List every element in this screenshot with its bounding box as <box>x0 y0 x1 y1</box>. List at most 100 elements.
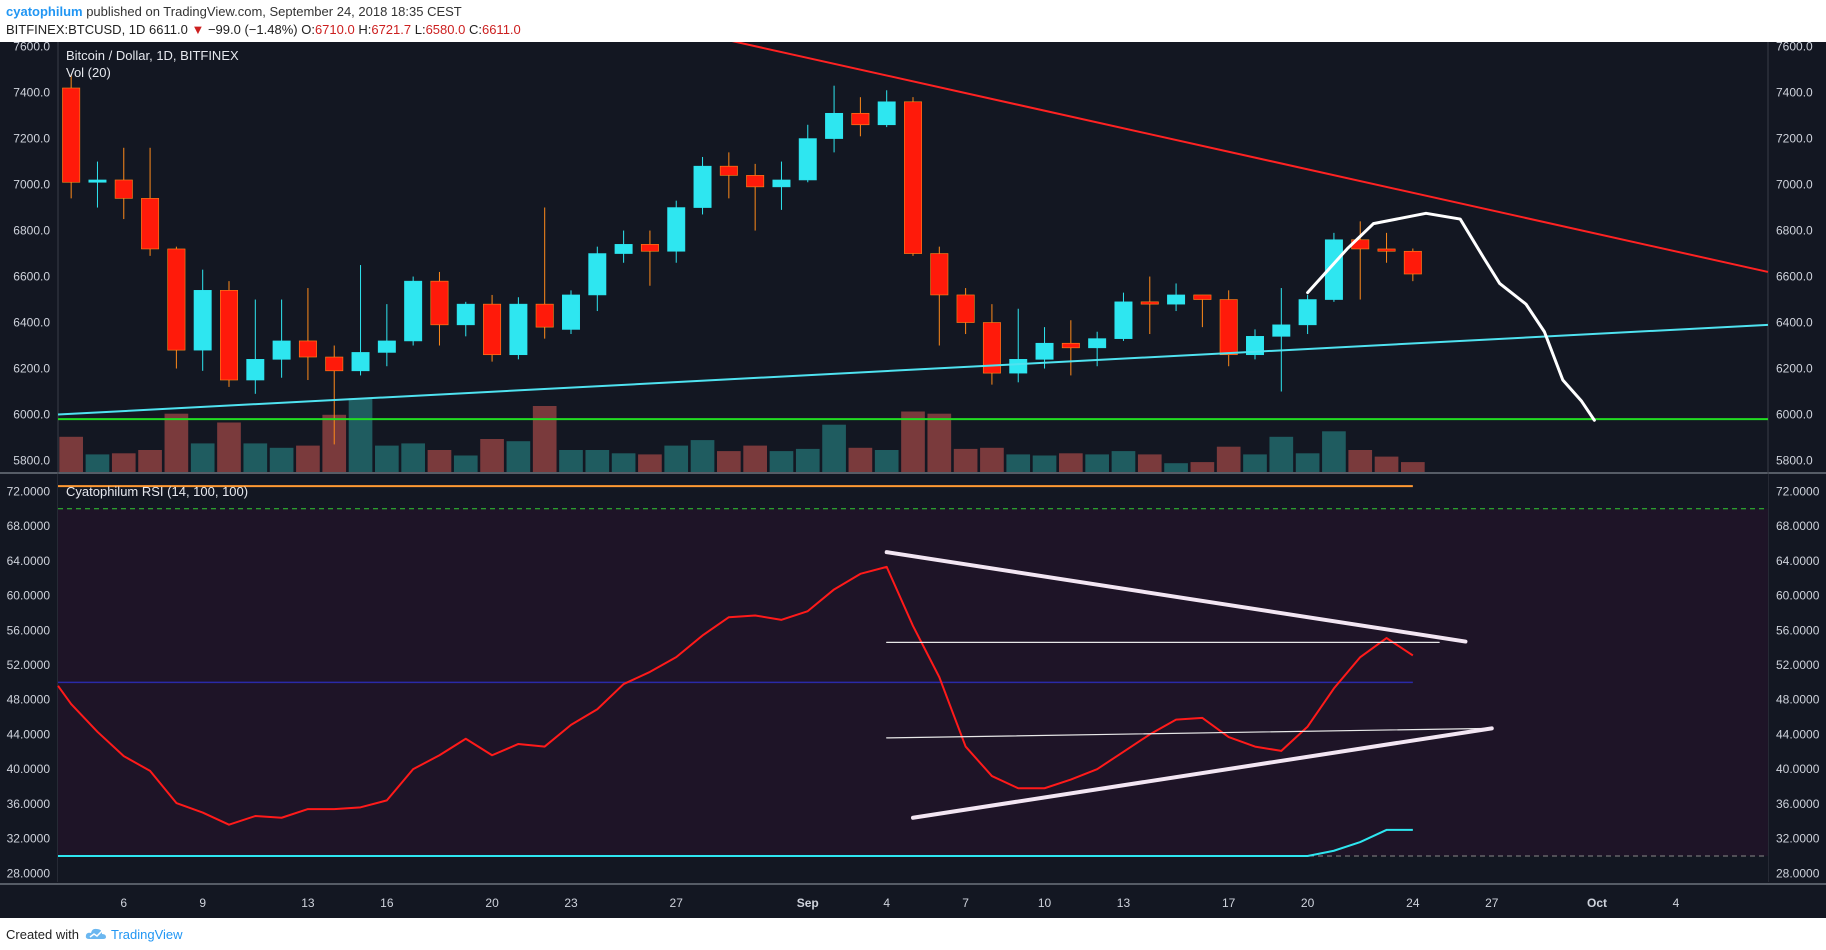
time-tick-label: 24 <box>1406 896 1420 910</box>
candle-body[interactable] <box>509 303 528 356</box>
candle-body[interactable] <box>904 101 922 254</box>
volume-bar <box>480 439 504 472</box>
candle-body[interactable] <box>535 303 554 328</box>
candle-body[interactable] <box>325 356 344 372</box>
candle-body[interactable] <box>930 253 949 296</box>
price-tick-label-right: 7200.0 <box>1776 132 1813 146</box>
candle-body[interactable] <box>1272 324 1291 337</box>
candle-body[interactable] <box>220 290 238 381</box>
candle-body[interactable] <box>193 290 212 351</box>
candle-body[interactable] <box>1246 336 1264 356</box>
candle-body[interactable] <box>956 294 975 323</box>
candle-body[interactable] <box>88 179 107 183</box>
chart-canvas[interactable]: 7600.0 7600.0 7400.0 7400.0 7200.0 7200.0 7000… <box>0 42 1826 918</box>
tradingview-link[interactable]: TradingView <box>85 927 183 942</box>
candle-body[interactable] <box>272 340 291 360</box>
footer: Created with TradingView <box>6 925 183 943</box>
candle-body[interactable] <box>588 253 607 296</box>
time-tick-label: 23 <box>564 896 578 910</box>
price-tick-label-right: 6600.0 <box>1776 270 1813 284</box>
candle-body[interactable] <box>167 248 186 351</box>
cyan-support-trendline[interactable] <box>57 323 1769 416</box>
rsi-triangle-upper-line[interactable] <box>884 550 1468 644</box>
volume-bar <box>848 447 873 472</box>
candle-body[interactable] <box>404 280 423 342</box>
candle-body[interactable] <box>1088 338 1107 349</box>
candle-body[interactable] <box>746 175 765 188</box>
volume-bar <box>585 450 610 472</box>
rsi-thin-lower-line[interactable] <box>886 727 1493 739</box>
volume-bar <box>138 450 162 472</box>
red-resistance-trendline[interactable] <box>716 42 1769 273</box>
candle-body[interactable] <box>614 244 633 254</box>
price-change: −99.0 (−1.48%) <box>207 22 298 37</box>
volume-bar <box>1164 463 1188 472</box>
candle-body[interactable] <box>351 352 370 372</box>
candle-body[interactable] <box>719 165 738 176</box>
candle-body[interactable] <box>798 138 817 181</box>
candle-body[interactable] <box>667 207 686 252</box>
volume-bar <box>1059 453 1083 472</box>
candle-body[interactable] <box>1298 299 1317 326</box>
time-tick-label: 4 <box>883 896 890 910</box>
rsi-tick-label-right: 72.0000 <box>1776 484 1820 498</box>
candle-body[interactable] <box>640 244 659 252</box>
candle-body[interactable] <box>1219 299 1238 356</box>
rsi-tick-label-left: 32.0000 <box>7 832 51 846</box>
publish-header: cyatophilum published on TradingView.com… <box>6 4 462 20</box>
last-price: 6611.0 <box>149 22 188 37</box>
candle-body[interactable] <box>982 322 1001 374</box>
candle-body[interactable] <box>246 359 265 381</box>
rsi-lower-series-line[interactable] <box>58 828 1413 857</box>
price-pane[interactable]: 7600.0 7600.0 7400.0 7400.0 7200.0 7200.0 7000… <box>0 42 1826 882</box>
price-tick-label-left: 5800.0 <box>13 454 50 468</box>
candle-body[interactable] <box>1061 342 1080 349</box>
candle-body[interactable] <box>877 101 896 126</box>
candle-body[interactable] <box>456 303 475 326</box>
candle-body[interactable] <box>141 198 160 250</box>
candle-body[interactable] <box>693 165 712 208</box>
open-label: O: <box>301 22 315 37</box>
rsi-tick-label-right: 64.0000 <box>1776 554 1820 568</box>
candle-body[interactable] <box>1403 250 1422 275</box>
candle-body[interactable] <box>298 340 317 358</box>
candle-body[interactable] <box>851 112 870 126</box>
rsi-pane[interactable]: 72.0000 72.0000 68.0000 68.0000 64.0000 64.00… <box>7 474 1820 882</box>
candle-body[interactable] <box>1114 301 1133 339</box>
candle-body[interactable] <box>483 303 502 356</box>
candle-body[interactable] <box>1167 294 1186 305</box>
rsi-tick-label-right: 32.0000 <box>1776 832 1820 846</box>
volume-bar <box>59 436 83 472</box>
candle-body[interactable] <box>825 112 844 139</box>
price-tick-label-left: 7600.0 <box>13 42 50 54</box>
rsi-triangle-lower-line[interactable] <box>911 726 1494 820</box>
rsi-tick-label-left: 44.0000 <box>7 727 51 741</box>
candle-body[interactable] <box>1035 342 1054 360</box>
candle-body[interactable] <box>1140 301 1159 305</box>
price-tick-label-right: 7400.0 <box>1776 86 1813 100</box>
time-tick-label: 13 <box>1117 896 1131 910</box>
price-tick-label-right: 6200.0 <box>1776 362 1813 376</box>
candle-body[interactable] <box>1193 294 1212 300</box>
candle-body[interactable] <box>430 280 449 326</box>
volume-bar <box>743 445 767 472</box>
price-tick-label-left: 6000.0 <box>13 408 50 422</box>
volume-bar <box>1243 454 1267 472</box>
candle-body[interactable] <box>772 179 791 188</box>
candle-body[interactable] <box>1377 248 1396 252</box>
high-label: H: <box>358 22 372 37</box>
candle-body[interactable] <box>562 294 580 330</box>
rsi-tick-label-right: 40.0000 <box>1776 762 1820 776</box>
candle-body[interactable] <box>114 179 133 199</box>
price-tick-label-right: 5800.0 <box>1776 454 1813 468</box>
ohlc-bar: BITFINEX:BTCUSD, 1D 6611.0 ▼ −99.0 (−1.4… <box>6 22 521 38</box>
candle-body[interactable] <box>62 87 81 183</box>
projection-drawing[interactable] <box>1306 211 1596 422</box>
candle-body[interactable] <box>377 340 396 353</box>
candle-body[interactable] <box>1324 239 1343 300</box>
candle-body[interactable] <box>1009 359 1028 374</box>
time-axis[interactable]: 6 9 13 16 20 23 27 Sep 4 7 10 13 17 20 24 27 Oct 4 <box>0 883 1826 910</box>
rsi-series-line[interactable] <box>57 565 1414 826</box>
volume-bar <box>953 448 978 472</box>
author-link[interactable]: cyatophilum <box>6 4 83 19</box>
